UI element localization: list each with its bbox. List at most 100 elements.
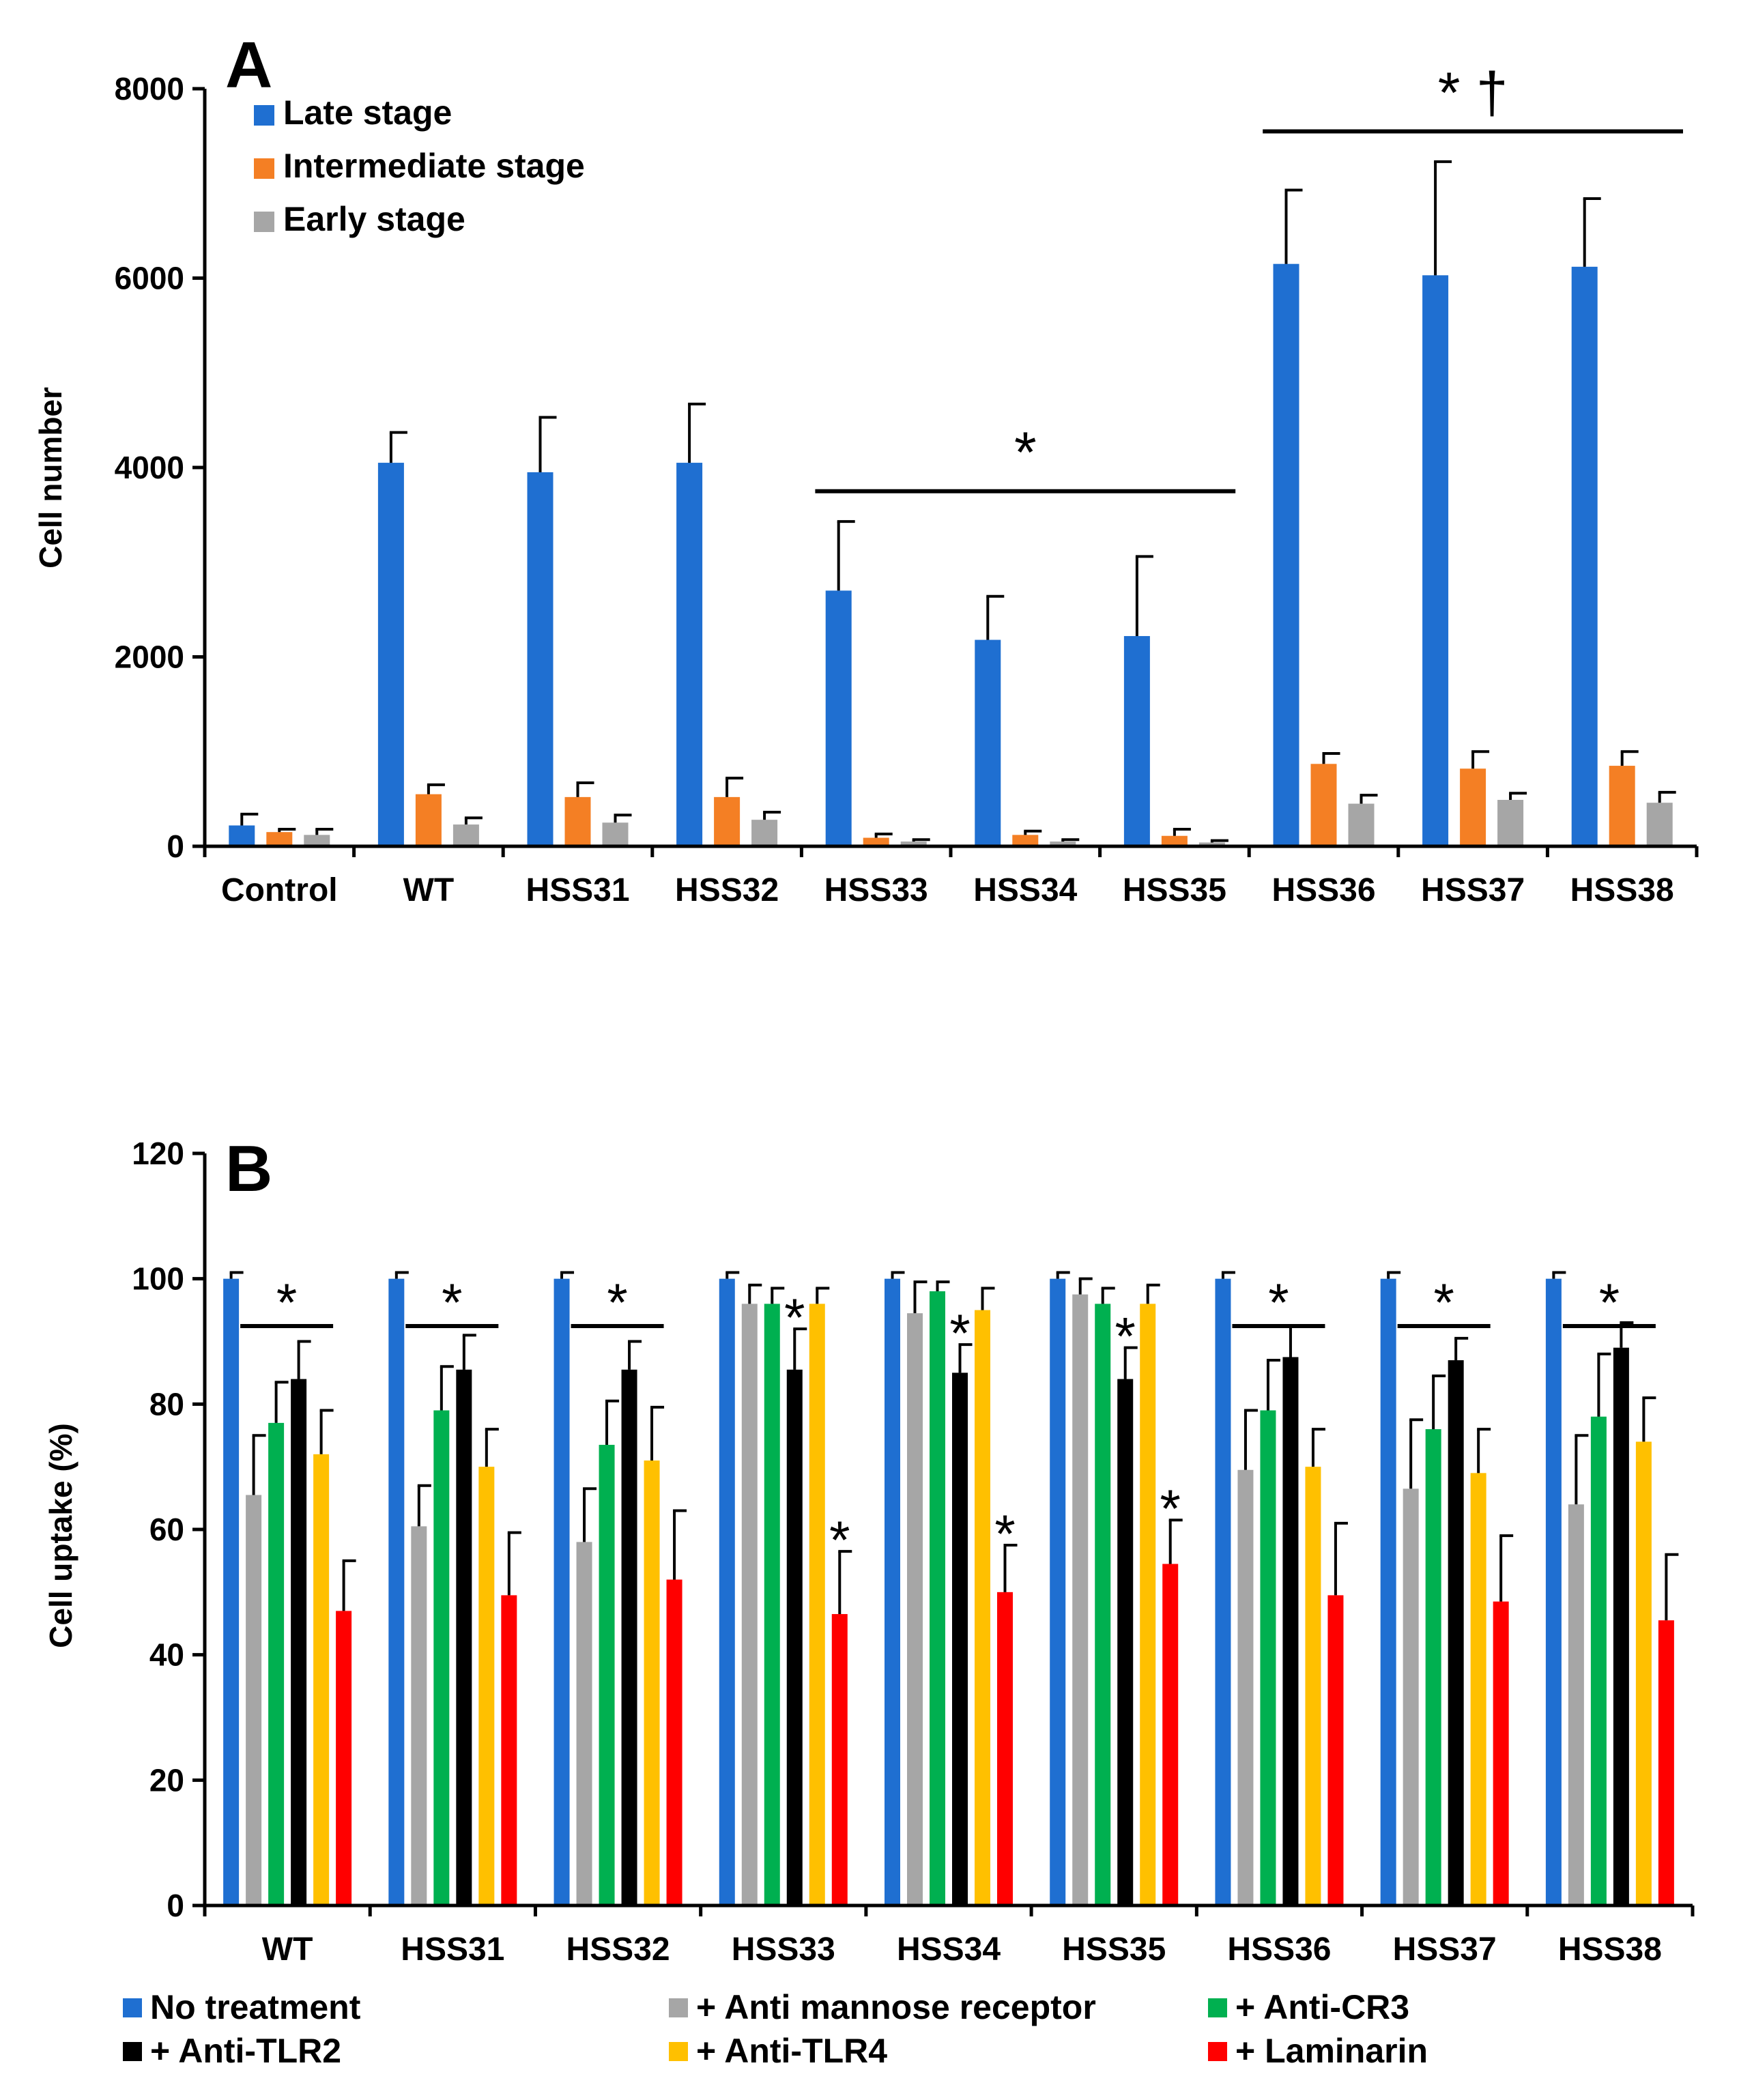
b-bar-hss37-anti-tlr2: [1448, 1360, 1464, 1905]
b-error-bar-hss37-laminarin: [1499, 1534, 1514, 1602]
b-bar-wt-anti-tlr4: [313, 1454, 330, 1905]
b-error-bar-hss32-anti-tlr2: [628, 1340, 642, 1370]
b-bar-hss31-anti-mannose-receptor: [411, 1526, 427, 1905]
b-error-bar-hss35-anti-tlr4: [1146, 1283, 1160, 1304]
b-bar-hss37-anti-mannose-receptor: [1403, 1488, 1419, 1905]
b-error-bar-hss33-anti-tlr2: [793, 1327, 807, 1370]
b-significance-mark-hss32: *: [607, 1272, 627, 1332]
a-y-tick-label-8000: 8000: [115, 71, 184, 106]
b-error-bar-hss32-anti-tlr4: [650, 1405, 665, 1461]
b-y-tick-label-40: 40: [149, 1637, 184, 1673]
panel-b-y-axis-label: Cell uptake (%): [43, 1423, 78, 1648]
b-error-bar-hss38-anti-tlr4: [1642, 1396, 1656, 1442]
b-bar-hss36-laminarin: [1327, 1595, 1344, 1905]
b-significance-mark-wt: *: [276, 1272, 297, 1332]
b-bar-hss31-no-treatment: [388, 1278, 405, 1905]
b-bar-hss33-no-treatment: [719, 1278, 735, 1905]
b-y-tick-label-100: 100: [132, 1261, 184, 1297]
b-bar-hss31-anti-cr3: [433, 1410, 450, 1905]
b-bar-hss37-no-treatment: [1380, 1278, 1396, 1905]
b-category-label-hss36: HSS36: [1227, 1931, 1331, 1968]
b-error-bar-hss36-anti-mannose-receptor: [1244, 1409, 1258, 1470]
b-significance-mark-hss31: *: [442, 1272, 462, 1332]
b-bar-hss38-anti-mannose-receptor: [1568, 1504, 1584, 1905]
a-y-tick-label-2000: 2000: [115, 639, 184, 675]
b-error-bar-hss38-anti-mannose-receptor: [1575, 1434, 1589, 1505]
b-legend-label-anti-tlr2: + Anti-TLR2: [150, 2032, 341, 2070]
panel-b: B Cell uptake (%) 0 20 40 60 80 100 120 WT HSS31…: [43, 1132, 1695, 2070]
a-legend-swatch-late-stage: [254, 105, 274, 126]
b-bar-hss35-anti-tlr2: [1117, 1379, 1134, 1905]
b-y-tick-label-80: 80: [149, 1386, 184, 1422]
b-bar-hss31-anti-tlr2: [456, 1369, 472, 1905]
a-y-tick-label-6000: 6000: [115, 261, 184, 296]
a-error-bar-hss35-intermediate-stage: [1173, 828, 1191, 836]
a-error-bar-wt-early-stage: [464, 816, 483, 825]
b-error-bar-hss33-laminarin: [838, 1550, 852, 1614]
b-bar-hss35-laminarin: [1162, 1564, 1179, 1905]
a-bar-hss34-intermediate-stage: [1012, 835, 1039, 846]
b-significance-mark-hss36: *: [1268, 1272, 1289, 1332]
b-legend-swatch-anti-cr3: [1208, 1998, 1227, 2017]
b-bar-wt-no-treatment: [223, 1278, 240, 1905]
b-error-bar-hss33-anti-tlr4: [816, 1286, 830, 1304]
b-significance-mark-hss34-anti-tlr2: *: [949, 1303, 970, 1363]
b-bar-wt-laminarin: [336, 1611, 352, 1905]
b-bar-hss33-anti-tlr2: [786, 1369, 803, 1905]
a-error-bar-hss37-early-stage: [1509, 792, 1527, 801]
b-error-bar-hss35-laminarin: [1168, 1519, 1183, 1564]
a-category-label-wt: WT: [403, 872, 455, 908]
a-error-bar-hss33-early-stage: [912, 838, 930, 842]
a-y-tick-label-4000: 4000: [115, 450, 184, 485]
a-bar-hss31-late-stage: [527, 472, 554, 846]
a-bar-hss35-late-stage: [1123, 635, 1150, 846]
a-bar-hss38-early-stage: [1646, 803, 1673, 846]
b-bar-wt-anti-tlr2: [291, 1379, 307, 1905]
b-bar-wt-anti-mannose-receptor: [246, 1495, 262, 1905]
b-bar-hss33-anti-cr3: [764, 1304, 780, 1905]
a-legend-label-early-stage: Early stage: [283, 200, 465, 238]
b-bar-hss32-anti-cr3: [599, 1445, 615, 1905]
b-bar-hss36-anti-mannose-receptor: [1237, 1469, 1254, 1905]
b-significance-mark-hss35-anti-tlr2: *: [1115, 1306, 1136, 1366]
a-bar-control-early-stage: [304, 835, 330, 846]
a-error-bar-hss38-late-stage: [1583, 197, 1601, 267]
b-bar-hss35-no-treatment: [1050, 1278, 1066, 1905]
b-bar-wt-anti-cr3: [268, 1422, 285, 1905]
b-bar-hss32-no-treatment: [554, 1278, 570, 1905]
b-bar-hss38-no-treatment: [1545, 1278, 1562, 1905]
a-significance-mark-1: * †: [1438, 60, 1508, 124]
a-bar-hss37-late-stage: [1422, 275, 1449, 846]
b-error-bar-hss31-laminarin: [507, 1531, 521, 1596]
a-error-bar-hss38-early-stage: [1658, 790, 1676, 803]
a-error-bar-hss34-early-stage: [1061, 838, 1080, 842]
b-error-bar-hss35-no-treatment: [1056, 1271, 1070, 1279]
a-bar-control-intermediate-stage: [266, 832, 293, 846]
b-bar-hss31-laminarin: [501, 1595, 517, 1905]
b-significance-mark-hss35-laminarin: *: [1160, 1478, 1181, 1538]
a-bar-hss38-intermediate-stage: [1609, 766, 1635, 846]
b-legend-label-anti-cr3: + Anti-CR3: [1235, 1988, 1409, 2026]
b-bar-hss32-anti-tlr2: [621, 1369, 637, 1905]
b-error-bar-hss34-anti-mannose-receptor: [913, 1280, 928, 1314]
b-error-bar-hss34-anti-tlr4: [981, 1286, 995, 1310]
a-bar-hss36-intermediate-stage: [1310, 764, 1337, 846]
b-category-label-hss33: HSS33: [732, 1931, 835, 1968]
b-bar-hss34-anti-tlr2: [952, 1372, 968, 1905]
b-category-label-hss38: HSS38: [1558, 1931, 1662, 1968]
b-bar-hss34-anti-cr3: [930, 1291, 945, 1905]
a-bar-hss32-intermediate-stage: [714, 796, 741, 846]
a-bar-hss35-intermediate-stage: [1161, 835, 1188, 846]
b-error-bar-hss38-no-treatment: [1552, 1271, 1566, 1279]
a-legend-label-intermediate-stage: Intermediate stage: [283, 147, 585, 185]
a-bar-hss36-early-stage: [1348, 803, 1375, 846]
b-bar-hss34-laminarin: [997, 1592, 1013, 1905]
a-error-bar-wt-late-stage: [389, 431, 407, 463]
a-bar-hss34-early-stage: [1050, 842, 1076, 846]
b-error-bar-wt-anti-tlr4: [319, 1409, 334, 1454]
b-error-bar-hss35-anti-cr3: [1101, 1286, 1115, 1304]
a-bar-wt-late-stage: [377, 463, 404, 846]
b-error-bar-hss34-anti-tlr2: [958, 1343, 973, 1373]
b-legend-label-laminarin: + Laminarin: [1235, 2032, 1428, 2070]
